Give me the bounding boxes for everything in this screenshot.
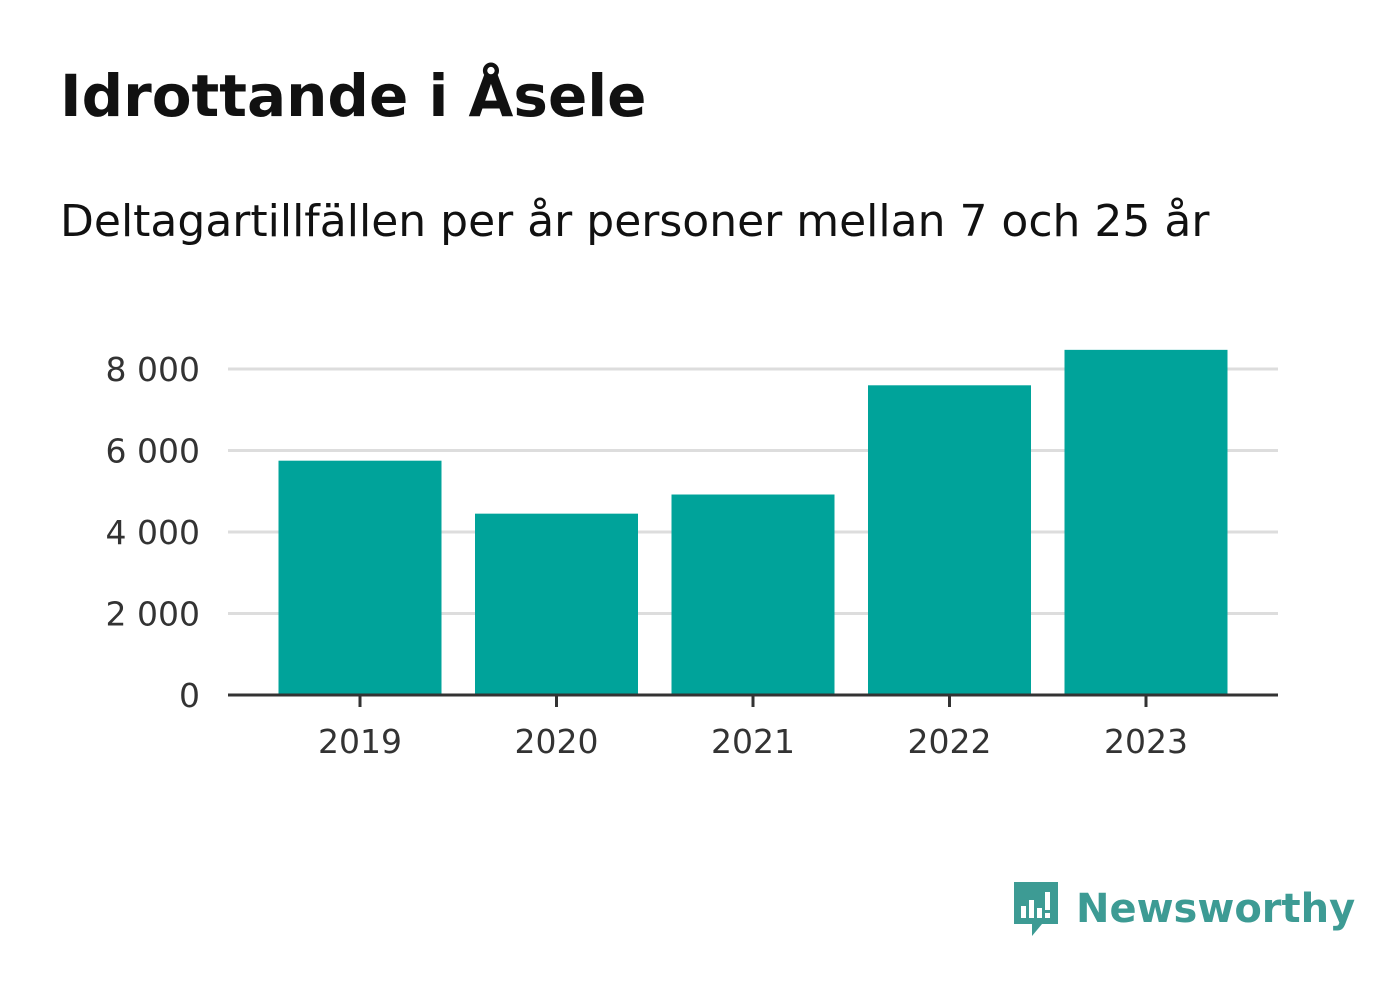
bar-2022: [868, 385, 1031, 695]
bars: [278, 349, 1228, 695]
y-tick-label: 0: [179, 676, 200, 715]
x-tick-label: 2020: [515, 722, 599, 761]
y-tick-label: 4 000: [106, 513, 200, 552]
bar-2020: [475, 513, 638, 695]
y-axis-ticks: 0 2 000 4 000 6 000 8 000: [106, 350, 200, 715]
x-tick-label: 2022: [908, 722, 992, 761]
newsworthy-logo: Newsworthy: [1010, 878, 1355, 940]
y-tick-label: 8 000: [106, 350, 200, 389]
x-tick-label: 2019: [318, 722, 402, 761]
bar-2021: [671, 494, 835, 695]
bar-2019: [278, 460, 442, 695]
brand-name: Newsworthy: [1076, 886, 1356, 932]
y-tick-label: 6 000: [106, 432, 200, 471]
y-tick-label: 2 000: [106, 595, 200, 634]
chart-subtitle: Deltagartillfällen per år personer mella…: [60, 196, 1210, 247]
x-axis-ticks: 2019 2020 2021 2022 2023: [318, 695, 1188, 761]
x-tick-label: 2023: [1104, 722, 1188, 761]
newsworthy-logo-icon: [1014, 882, 1058, 936]
x-tick-label: 2021: [711, 722, 795, 761]
bar-2023: [1064, 349, 1228, 695]
chart-title: Idrottande i Åsele: [60, 62, 647, 130]
